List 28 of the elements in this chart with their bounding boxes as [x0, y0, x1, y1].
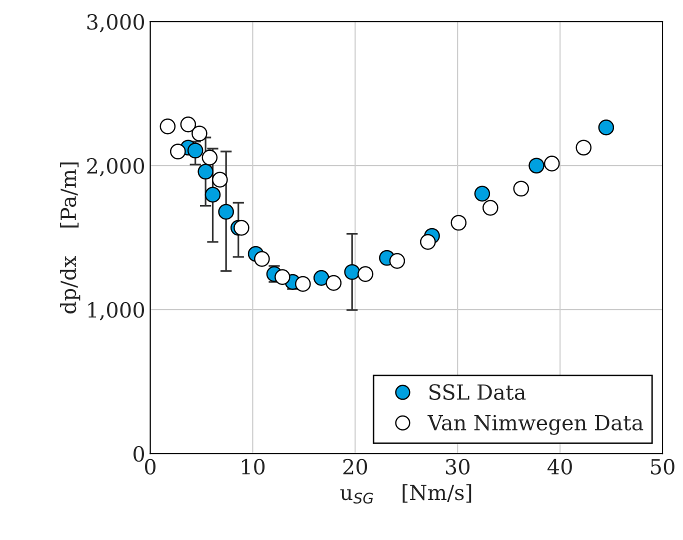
point — [204, 186, 221, 203]
x-tick-label: 40 — [547, 458, 572, 475]
point — [218, 204, 234, 220]
point — [198, 164, 214, 180]
y-axis-title: dp/dx [Pa/m] — [60, 162, 80, 314]
point — [528, 158, 544, 174]
point — [254, 251, 270, 267]
point — [420, 234, 436, 250]
legend-label: Van Nimwegen Data — [428, 414, 644, 435]
x-tick-label: 50 — [651, 458, 674, 475]
point — [295, 276, 311, 292]
point — [234, 220, 250, 236]
point — [313, 270, 330, 286]
text: u$_{SG}$ [Nm/s] — [340, 484, 472, 504]
legend-label: SSL Data — [429, 384, 526, 400]
x-tick-label: 20 — [343, 458, 368, 475]
y-tick-label: 1,000 — [88, 302, 144, 320]
x-tick-label: 10 — [242, 458, 265, 475]
y-tick-label: 3,000 — [87, 14, 144, 32]
point — [274, 269, 290, 285]
point — [344, 264, 360, 280]
y-tick-label: 0 — [134, 446, 144, 462]
x-tick-label: 30 — [446, 458, 470, 475]
point — [598, 120, 614, 136]
point — [474, 186, 490, 202]
y-tick-label: 2,000 — [87, 158, 144, 176]
point — [187, 142, 204, 158]
x-tick-label: 0 — [145, 458, 156, 475]
